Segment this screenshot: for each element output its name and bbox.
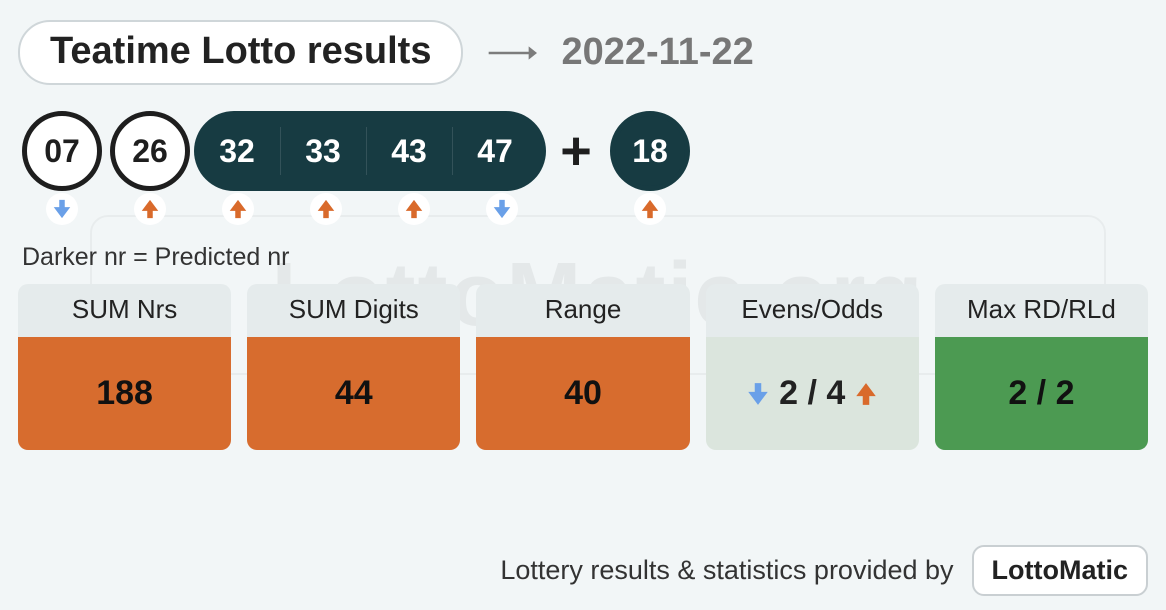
stat-value: 40 [476,337,689,450]
arrow-right-icon [487,41,537,65]
stat-value: 2 / 4 [706,337,919,450]
stat-card-evens-odds: Evens/Odds 2 / 4 [706,284,919,450]
ball-number: 32 [194,111,280,191]
header-row: Teatime Lotto results 2022-11-22 [18,20,1148,85]
stat-card-max-rd: Max RD/RLd 2 / 2 [935,284,1148,450]
brand-badge: LottoMatic [972,545,1148,596]
plus-separator: + [546,111,606,191]
page-title: Teatime Lotto results [18,20,463,85]
ball-number: 47 [452,111,538,191]
ball-number: 33 [280,111,366,191]
ball-1: 07 [18,111,106,225]
result-date: 2022-11-22 [561,31,753,74]
stat-label: Evens/Odds [706,284,919,337]
ball-number: 18 [610,111,690,191]
legend-text: Darker nr = Predicted nr [22,243,1148,272]
trend-up-icon [134,193,166,225]
bonus-ball: 18 [606,111,694,225]
trend-up-icon [310,193,342,225]
stat-label: Max RD/RLd [935,284,1148,337]
predicted-group: 32 33 43 47 [194,111,546,225]
stat-label: SUM Digits [247,284,460,337]
footer: Lottery results & statistics provided by… [500,545,1148,596]
footer-text: Lottery results & statistics provided by [500,555,953,586]
stat-label: Range [476,284,689,337]
stat-card-sum-nrs: SUM Nrs 188 [18,284,231,450]
trend-down-icon [486,193,518,225]
stat-card-range: Range 40 [476,284,689,450]
ball-number: 07 [22,111,102,191]
balls-row: 07 26 32 33 43 47 [18,111,1148,225]
trend-up-icon [851,379,881,409]
trend-up-icon [634,193,666,225]
trend-down-icon [46,193,78,225]
stat-value: 188 [18,337,231,450]
stat-value: 2 / 2 [935,337,1148,450]
stats-row: SUM Nrs 188 SUM Digits 44 Range 40 Evens… [18,284,1148,450]
ball-number: 43 [366,111,452,191]
trend-up-icon [222,193,254,225]
stat-card-sum-digits: SUM Digits 44 [247,284,460,450]
ball-number: 26 [110,111,190,191]
stat-value-text: 2 / 4 [779,374,845,413]
trend-down-icon [743,379,773,409]
trend-up-icon [398,193,430,225]
ball-2: 26 [106,111,194,225]
stat-value: 44 [247,337,460,450]
stat-label: SUM Nrs [18,284,231,337]
